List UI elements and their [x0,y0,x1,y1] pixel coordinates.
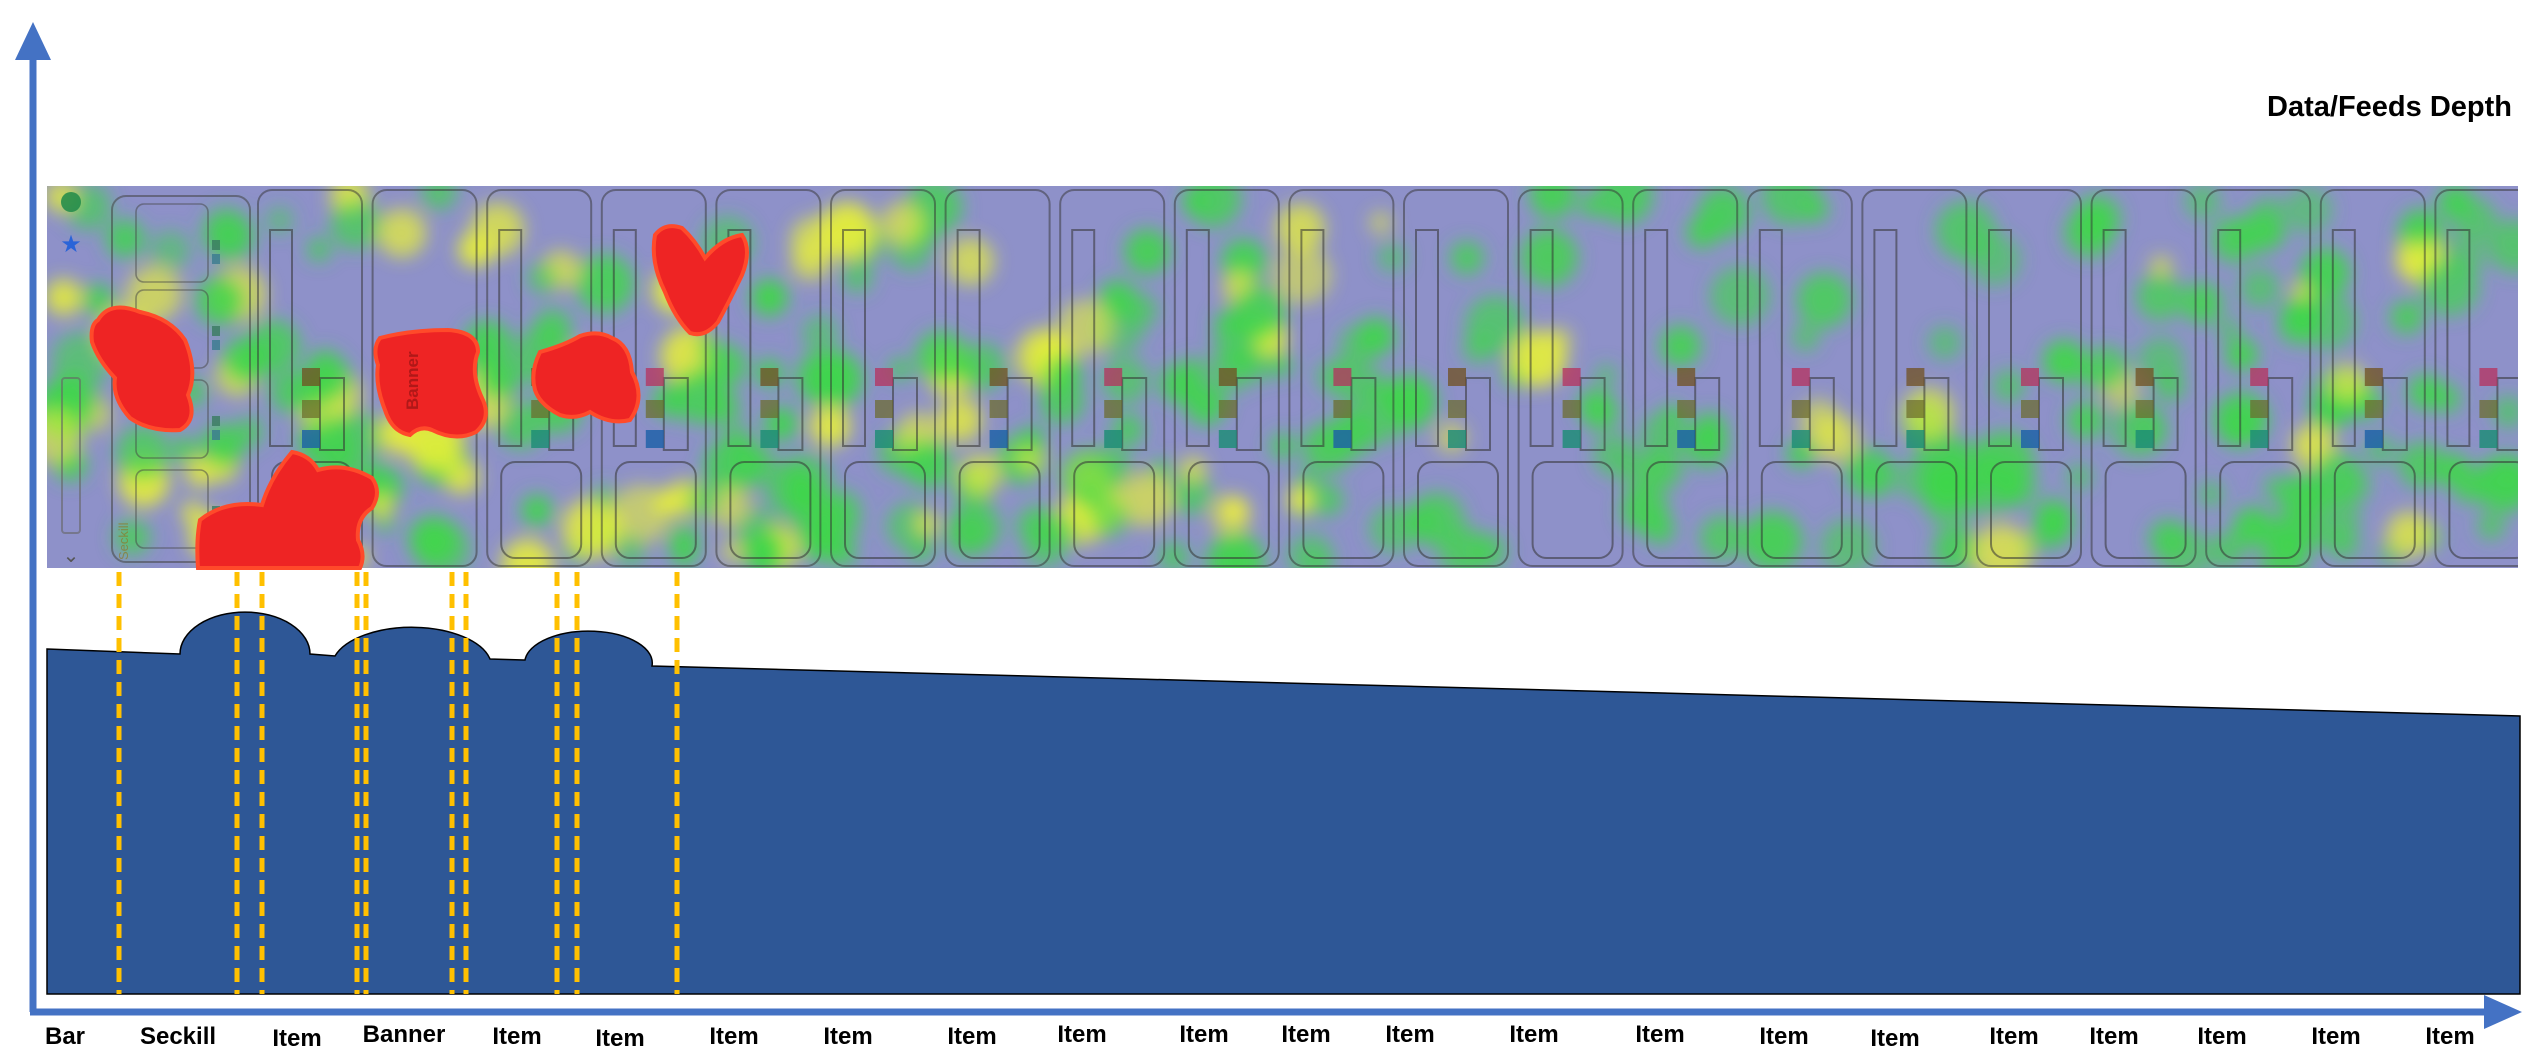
x-axis-labels: Bar Seckill Item Banner Item Item Item Item Item… [45,1021,2475,1051]
click-hotspots: Banner [89,224,749,570]
x-axis-label: Item [272,1025,321,1051]
x-axis-label: Item [492,1023,541,1050]
feed-cards: Seckill [111,189,2518,567]
item-card [2319,189,2426,567]
x-axis-label: Item [1870,1025,1919,1051]
guide-lines [116,572,680,994]
hotspot-seckill [89,305,195,433]
axes [15,22,2522,1029]
x-axis-label: Item [1635,1021,1684,1048]
seckill-card-label: Seckill [116,522,131,560]
item-card [1173,189,1280,567]
x-axis-label: Item [709,1023,758,1050]
bar-scroll-track [61,377,81,534]
x-axis-label: Item [595,1025,644,1051]
item-card [715,189,822,567]
item-card [1861,189,1968,567]
item-card [944,189,1051,567]
x-axis-label: Item [2089,1023,2138,1050]
x-axis-label: Item [1179,1021,1228,1048]
bar-dot-icon [61,192,81,212]
item-card [2434,189,2518,567]
x-axis-label: Item [1057,1021,1106,1048]
x-axis-label: Item [823,1023,872,1050]
diagram-title: Data/Feeds Depth [2267,91,2512,123]
depth-area-shape [46,611,2521,995]
star-icon: ★ [60,230,82,258]
x-axis-label: Seckill [140,1023,216,1050]
hotspot-item-top [651,224,749,337]
y-axis-arrow-icon [15,22,51,60]
x-axis-label: Bar [45,1023,85,1050]
x-axis-label: Item [2311,1023,2360,1050]
item-card [1403,189,1509,567]
item-card [1632,189,1739,567]
x-axis-label: Item [1509,1021,1558,1048]
item-card [2090,189,2197,567]
item-card [1517,189,1624,567]
depth-area [46,611,2521,995]
item-card [1288,189,1395,567]
x-axis-label: Item [2425,1023,2474,1050]
x-axis-label: Item [947,1023,996,1050]
x-axis-arrow-icon [2484,995,2522,1029]
x-axis-label: Item [1385,1021,1434,1048]
item-card [1059,189,1166,567]
hotspot-banner-label: Banner [403,351,422,410]
seckill-card [111,195,251,563]
item-card [1746,189,1853,567]
item-card [1976,189,2082,567]
heatmap-strip: Seckill ★ ⌄ Banner [47,186,2518,570]
hotspot-item-mid [531,331,641,424]
chevron-down-icon: ⌄ [63,543,80,567]
x-axis-label: Item [2197,1023,2246,1050]
item-card [830,189,936,567]
hotspot-item-bottom [195,449,379,570]
x-axis-label: Item [1281,1021,1330,1048]
item-card [2205,189,2312,567]
x-axis-label: Banner [363,1021,446,1048]
hotspot-banner [373,327,488,439]
x-axis-label: Item [1759,1023,1808,1050]
x-axis-label: Item [1989,1023,2038,1050]
